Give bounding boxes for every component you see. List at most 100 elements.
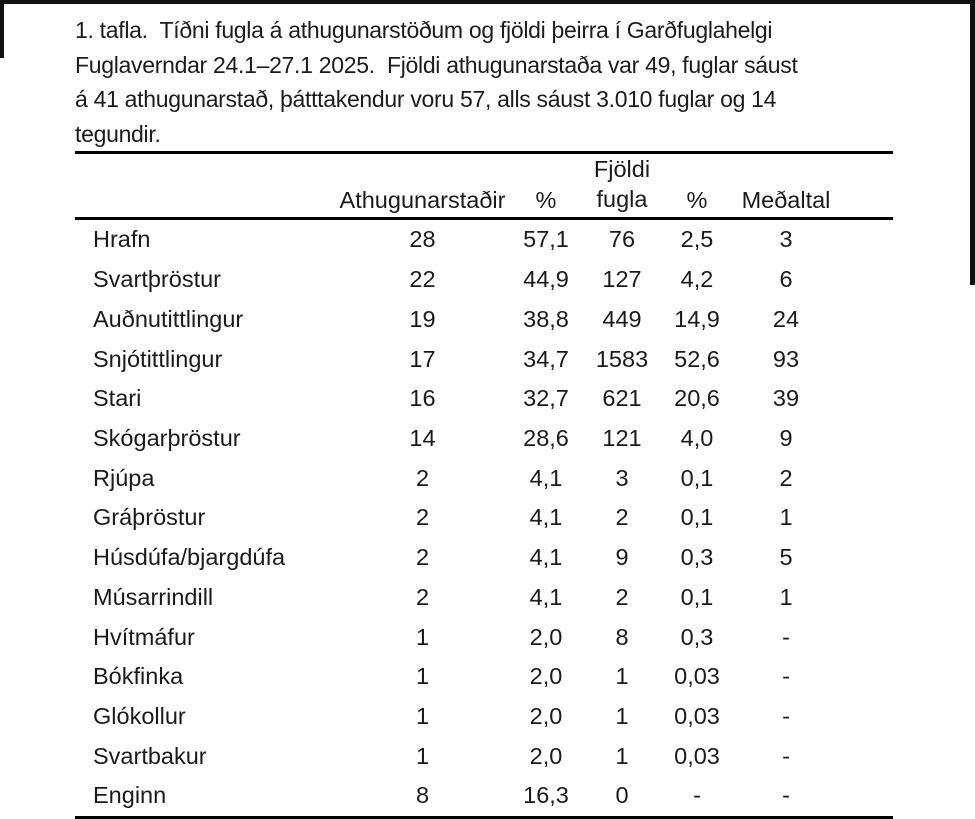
cell-birds-pct: 0,1	[680, 464, 714, 491]
cell-species: Snjótittlingur	[93, 345, 223, 372]
cell-birds-pct: 52,6	[674, 345, 720, 372]
cell-stations: 8	[415, 782, 430, 809]
cell-birds-count: 2	[615, 583, 629, 610]
cell-stations: 28	[409, 226, 436, 253]
table-header-row: Athugunarstaðir % Fjöldi fugla % Meðalta…	[75, 154, 893, 220]
cell-stations: 14	[409, 424, 436, 451]
cell-species: Rjúpa	[93, 464, 155, 491]
cell-birds-pct: 2,5	[680, 226, 714, 253]
document-page: 1. tafla. Tíðni fugla á athugunarstöðum …	[75, 0, 893, 819]
cell-species: Svartbakur	[93, 742, 207, 769]
cell-stations: 1	[415, 663, 430, 690]
cell-species: Gráþröstur	[93, 504, 206, 531]
header-average: Meðaltal	[741, 187, 831, 213]
cell-birds-pct: 20,6	[674, 385, 720, 412]
cell-stations-pct: 2,0	[529, 742, 563, 769]
cell-stations: 22	[409, 266, 436, 293]
cell-species: Skógarþröstur	[93, 424, 241, 451]
cell-birds-count: 3	[615, 464, 629, 491]
cell-birds-count: 2	[615, 504, 629, 531]
cell-species: Stari	[93, 385, 142, 412]
cell-stations-pct: 38,8	[523, 305, 569, 332]
cell-average: 5	[779, 544, 793, 571]
cell-stations-pct: 57,1	[523, 226, 569, 253]
header-stations-pct: %	[535, 187, 557, 213]
cell-birds-count: 449	[602, 305, 642, 332]
scan-edge-left	[0, 0, 4, 58]
table-row: Stari 16 32,7 621 20,6 39	[75, 379, 893, 419]
header-birds-count: Fjöldi fugla	[582, 154, 662, 214]
table-row: Húsdúfa/bjargdúfa 2 4,1 9 0,3 5	[75, 538, 893, 578]
cell-stations: 2	[415, 583, 430, 610]
cell-species: Bókfinka	[93, 663, 184, 690]
table-caption: 1. tafla. Tíðni fugla á athugunarstöðum …	[75, 0, 893, 151]
caption-line-3: á 41 athugunarstað, þátttakendur voru 57…	[75, 86, 777, 112]
cell-birds-pct: 0,03	[674, 702, 720, 729]
cell-birds-count: 127	[602, 266, 642, 293]
cell-stations: 16	[409, 385, 436, 412]
cell-birds-count: 8	[615, 623, 629, 650]
table-row: Auðnutittlingur 19 38,8 449 14,9 24	[75, 299, 893, 339]
cell-birds-count: 1	[615, 663, 629, 690]
cell-birds-pct: 0,03	[674, 742, 720, 769]
cell-stations: 1	[415, 742, 430, 769]
cell-species: Hvítmáfur	[93, 623, 195, 650]
cell-stations-pct: 2,0	[529, 663, 563, 690]
cell-stations: 2	[415, 464, 430, 491]
cell-birds-pct: -	[693, 782, 701, 809]
table-row: Skógarþröstur 14 28,6 121 4,0 9	[75, 419, 893, 459]
scan-edge-top	[0, 0, 975, 4]
cell-birds-pct: 0,3	[680, 544, 714, 571]
cell-birds-count: 76	[608, 226, 636, 253]
cell-stations-pct: 32,7	[523, 385, 569, 412]
cell-stations-pct: 44,9	[523, 266, 569, 293]
cell-species: Hrafn	[93, 226, 151, 253]
header-birds-pct: %	[686, 187, 708, 213]
table-row: Svartbakur 1 2,0 1 0,03 -	[75, 736, 893, 776]
cell-stations-pct: 2,0	[529, 623, 563, 650]
cell-stations-pct: 2,0	[529, 702, 563, 729]
cell-birds-count: 9	[615, 544, 629, 571]
cell-average: 93	[772, 345, 800, 372]
table-row: Bókfinka 1 2,0 1 0,03 -	[75, 657, 893, 697]
cell-species: Enginn	[93, 782, 167, 809]
cell-birds-count: 121	[602, 424, 642, 451]
cell-stations-pct: 4,1	[529, 464, 563, 491]
cell-birds-pct: 4,0	[680, 424, 714, 451]
cell-average: -	[782, 702, 790, 729]
cell-average: 1	[779, 504, 793, 531]
cell-species: Glókollur	[93, 702, 186, 729]
cell-stations-pct: 4,1	[529, 504, 563, 531]
header-stations: Athugunarstaðir	[339, 187, 506, 213]
cell-birds-count: 1583	[595, 345, 649, 372]
cell-average: -	[782, 742, 790, 769]
cell-stations: 1	[415, 702, 430, 729]
table-body: Hrafn 28 57,1 76 2,5 3 Svartþröstur 22 4…	[75, 220, 893, 819]
table-row: Enginn 8 16,3 0 - -	[75, 776, 893, 816]
cell-stations: 2	[415, 544, 430, 571]
cell-average: -	[782, 663, 790, 690]
header-birds-line1: Fjöldi	[593, 156, 651, 182]
cell-stations-pct: 4,1	[529, 544, 563, 571]
table-row: Hvítmáfur 1 2,0 8 0,3 -	[75, 617, 893, 657]
cell-birds-pct: 0,03	[674, 663, 720, 690]
table-row: Svartþröstur 22 44,9 127 4,2 6	[75, 260, 893, 300]
cell-stations: 19	[409, 305, 436, 332]
cell-birds-pct: 0,1	[680, 583, 714, 610]
cell-species: Húsdúfa/bjargdúfa	[93, 544, 286, 571]
cell-birds-pct: 0,1	[680, 504, 714, 531]
table-row: Músarrindill 2 4,1 2 0,1 1	[75, 577, 893, 617]
cell-stations: 17	[409, 345, 436, 372]
cell-birds-pct: 0,3	[680, 623, 714, 650]
cell-birds-count: 621	[602, 385, 642, 412]
cell-average: 39	[772, 385, 800, 412]
cell-stations: 1	[415, 623, 430, 650]
cell-stations-pct: 4,1	[529, 583, 563, 610]
table-row: Rjúpa 2 4,1 3 0,1 2	[75, 458, 893, 498]
cell-average: -	[782, 623, 790, 650]
cell-average: 24	[772, 305, 800, 332]
caption-line-2: Fuglaverndar 24.1–27.1 2025. Fjöldi athu…	[75, 51, 798, 78]
table-row: Snjótittlingur 17 34,7 1583 52,6 93	[75, 339, 893, 379]
table-row: Hrafn 28 57,1 76 2,5 3	[75, 220, 893, 260]
cell-stations-pct: 28,6	[523, 424, 569, 451]
